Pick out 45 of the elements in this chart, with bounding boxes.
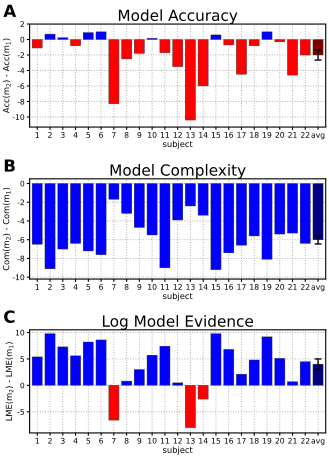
y-axis-title: LME(m$_{2}$) - LME(m$_{1}$)	[6, 342, 14, 420]
bar	[57, 346, 68, 386]
bar	[198, 385, 208, 400]
bar	[83, 32, 94, 40]
bar	[32, 39, 43, 48]
text: B	[4, 159, 15, 172]
chart-title: Log Model Evidence	[102, 315, 254, 330]
bar	[274, 358, 286, 386]
y-axis-title: Com(m$_{2}$) - Com(m$_{1}$)	[2, 188, 11, 270]
text: A	[3, 4, 16, 17]
bar	[236, 374, 247, 386]
bar	[32, 356, 43, 386]
bar	[185, 385, 196, 428]
text: C	[4, 310, 14, 323]
bar	[44, 34, 56, 40]
bar	[248, 39, 260, 46]
bar	[262, 336, 272, 386]
bar	[198, 39, 208, 86]
bar	[223, 349, 234, 386]
y-axis-title: Acc(m$_{2}$) - Acc(m$_{1}$)	[2, 38, 11, 114]
bar	[287, 39, 298, 76]
bar	[312, 364, 324, 386]
x-axis-title: subject	[163, 292, 193, 301]
chart-title: Model Complexity	[110, 164, 246, 179]
bar	[44, 333, 56, 386]
bar	[223, 39, 234, 46]
x-axis-title: subject	[163, 446, 193, 455]
bar	[262, 32, 272, 40]
bar	[210, 333, 222, 386]
bar	[96, 340, 106, 386]
bar	[274, 39, 286, 42]
bar	[300, 361, 311, 386]
x-axis-title: subject	[163, 140, 193, 149]
bar	[96, 32, 106, 40]
bar	[185, 39, 196, 120]
bar	[70, 39, 81, 46]
bar	[300, 39, 311, 56]
bar	[248, 360, 260, 386]
bar	[210, 34, 222, 40]
bar	[287, 381, 298, 386]
chart-title: Model Accuracy	[118, 9, 238, 24]
bar	[70, 356, 81, 386]
bar	[83, 342, 94, 386]
bar	[312, 39, 324, 56]
bar	[236, 39, 247, 75]
